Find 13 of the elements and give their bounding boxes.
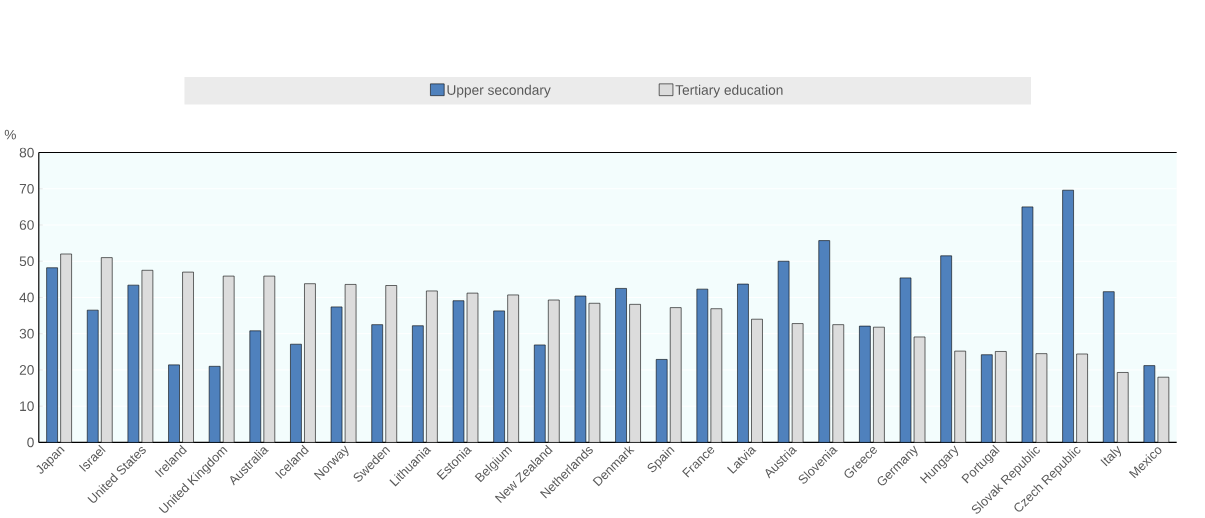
y-axis-title: %: [4, 129, 16, 140]
y-tick-label: 70: [19, 183, 34, 194]
y-tick-label: 20: [19, 364, 34, 375]
legend-label: Tertiary education: [675, 84, 783, 98]
y-tick-label: 40: [19, 292, 34, 303]
y-tick-label: 0: [27, 437, 34, 448]
y-tick-label: 50: [19, 256, 34, 266]
y-tick-label: 10: [20, 401, 34, 411]
x-tick-label: Italy: [1100, 445, 1122, 467]
y-tick-label: 30: [19, 328, 34, 339]
y-tick-label: 60: [19, 219, 34, 230]
y-tick-label: 80: [19, 147, 34, 158]
legend-label: Upper secondary: [447, 84, 551, 98]
